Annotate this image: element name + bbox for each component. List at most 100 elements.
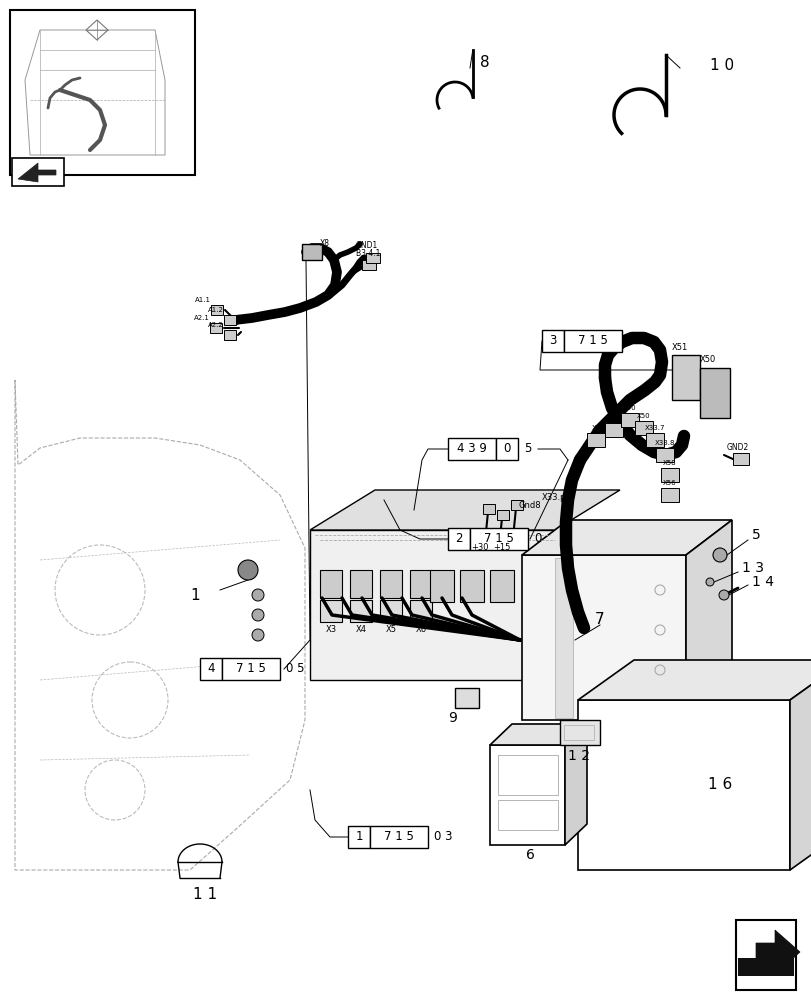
- Bar: [380, 570, 401, 598]
- Text: X51: X51: [607, 415, 620, 421]
- Bar: [564, 725, 594, 740]
- Text: X33.7: X33.7: [644, 425, 664, 431]
- Text: 1 4: 1 4: [751, 575, 773, 589]
- Text: X8: X8: [590, 425, 600, 431]
- Text: X33.8: X33.8: [654, 440, 675, 446]
- Text: 1 6: 1 6: [707, 777, 732, 792]
- Polygon shape: [521, 555, 685, 720]
- Text: 5: 5: [751, 528, 760, 542]
- Polygon shape: [310, 530, 554, 680]
- Bar: [221, 658, 280, 680]
- Circle shape: [251, 609, 264, 621]
- Text: 7 1 5: 7 1 5: [577, 334, 607, 348]
- Polygon shape: [489, 745, 564, 845]
- Bar: [510, 500, 522, 510]
- Text: 6: 6: [525, 848, 534, 862]
- Text: X58: X58: [663, 460, 676, 466]
- Circle shape: [712, 548, 726, 562]
- Text: B3 4.1: B3 4.1: [355, 248, 380, 257]
- Text: 0: 0: [503, 442, 510, 456]
- Bar: [10, 10, 195, 175]
- Bar: [586, 433, 604, 447]
- Bar: [564, 330, 621, 352]
- Circle shape: [238, 560, 258, 580]
- Text: +15: +15: [493, 544, 510, 552]
- Text: 8: 8: [479, 55, 489, 70]
- Bar: [554, 558, 573, 718]
- Text: 7: 7: [594, 612, 604, 628]
- Bar: [470, 528, 527, 550]
- Text: X50: X50: [637, 413, 650, 419]
- Polygon shape: [560, 720, 599, 745]
- Bar: [660, 468, 678, 482]
- Bar: [620, 413, 638, 427]
- Bar: [732, 453, 748, 465]
- Polygon shape: [577, 660, 811, 700]
- Bar: [699, 368, 729, 418]
- Bar: [496, 438, 517, 460]
- Text: 1 0: 1 0: [709, 58, 733, 73]
- Text: X6: X6: [415, 626, 426, 635]
- Text: X8: X8: [320, 239, 329, 248]
- Polygon shape: [564, 724, 586, 845]
- Text: GND2: GND2: [726, 444, 749, 452]
- Polygon shape: [489, 724, 586, 745]
- Bar: [370, 826, 427, 848]
- Bar: [660, 488, 678, 502]
- Bar: [460, 570, 483, 602]
- Bar: [448, 528, 470, 550]
- Bar: [489, 570, 513, 602]
- Polygon shape: [685, 520, 731, 720]
- Text: 2: 2: [455, 532, 462, 546]
- Bar: [646, 433, 663, 447]
- Bar: [200, 658, 221, 680]
- Text: +30: +30: [470, 544, 488, 552]
- Bar: [655, 448, 673, 462]
- Circle shape: [718, 590, 728, 600]
- Text: GND1: GND1: [355, 240, 378, 249]
- Text: 7 1 5: 7 1 5: [384, 830, 414, 843]
- Polygon shape: [521, 520, 731, 555]
- Bar: [380, 600, 401, 622]
- Text: 9: 9: [448, 711, 457, 725]
- Polygon shape: [310, 490, 620, 530]
- Bar: [210, 323, 221, 333]
- Bar: [366, 253, 380, 263]
- Text: 1 3: 1 3: [741, 561, 763, 575]
- Text: X33.p: X33.p: [541, 493, 565, 502]
- Text: 3: 3: [548, 334, 556, 348]
- Text: A1.2: A1.2: [208, 307, 224, 313]
- Bar: [12, 158, 64, 186]
- Text: 0 5: 0 5: [285, 662, 304, 676]
- Bar: [541, 330, 564, 352]
- Text: 4: 4: [207, 662, 214, 676]
- Bar: [224, 315, 236, 325]
- Bar: [497, 800, 557, 830]
- Polygon shape: [741, 930, 799, 975]
- Text: X4: X4: [355, 626, 366, 635]
- Text: 1 1: 1 1: [193, 887, 217, 902]
- Bar: [634, 421, 652, 435]
- Polygon shape: [577, 700, 789, 870]
- Text: X56: X56: [663, 480, 676, 486]
- Text: 1: 1: [355, 830, 363, 843]
- Text: 1: 1: [190, 587, 200, 602]
- Polygon shape: [789, 660, 811, 870]
- Bar: [604, 423, 622, 437]
- Bar: [410, 570, 431, 598]
- Text: A2.1: A2.1: [194, 315, 210, 321]
- Text: A2.2: A2.2: [208, 322, 224, 328]
- Polygon shape: [18, 163, 56, 182]
- Text: X5: X5: [385, 626, 396, 635]
- Bar: [211, 305, 223, 315]
- Text: 4 3 9: 4 3 9: [457, 442, 487, 456]
- Text: A1.1: A1.1: [195, 297, 211, 303]
- Text: 7 1 5: 7 1 5: [483, 532, 513, 546]
- Text: 0 3: 0 3: [433, 830, 452, 843]
- Bar: [320, 600, 341, 622]
- Circle shape: [705, 578, 713, 586]
- Bar: [320, 570, 341, 598]
- Text: 1 2: 1 2: [568, 749, 590, 763]
- Text: Gnd8: Gnd8: [518, 500, 541, 510]
- Text: 0: 0: [534, 532, 541, 546]
